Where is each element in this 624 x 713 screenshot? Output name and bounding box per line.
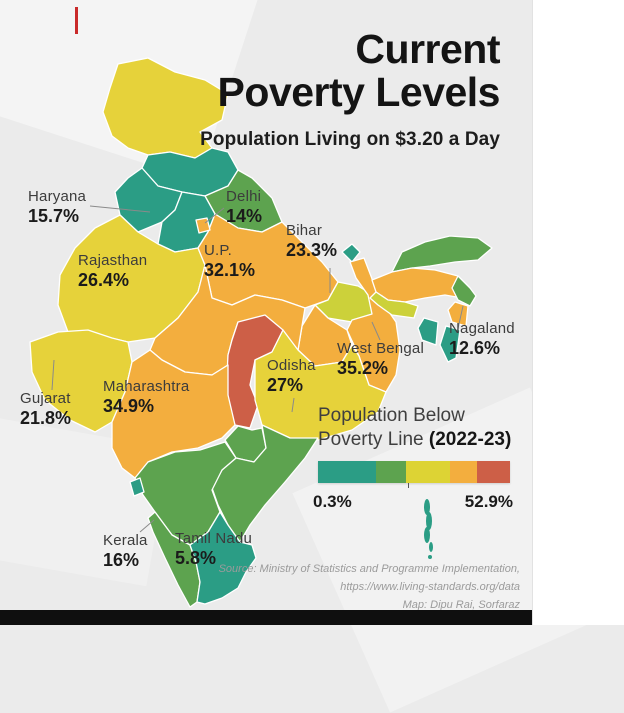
state-name: Kerala — [103, 532, 148, 549]
region-nagaland — [451, 275, 477, 307]
legend-range: 0.3% 52.9% — [313, 492, 513, 512]
state-value: 21.8% — [20, 407, 72, 428]
state-value: 14% — [226, 205, 263, 226]
state-label-gujarat: Gujarat 21.8% — [20, 390, 71, 429]
state-name: Odisha — [267, 357, 316, 374]
bottom-black-bar — [0, 610, 532, 625]
state-value: 12.6% — [449, 337, 501, 358]
state-label-delhi: Delhi 14% — [226, 188, 262, 227]
state-label-maharashtra: Maharashtra 34.9% — [103, 378, 189, 417]
region-sikkim — [341, 243, 361, 263]
state-label-rajasthan: Rajasthan 26.4% — [78, 252, 147, 291]
legend-tick — [408, 482, 409, 488]
legend-max-value: 52.9% — [464, 491, 513, 511]
state-name: Rajasthan — [78, 252, 148, 269]
legend: Population Below Poverty Line (2022-23) … — [313, 404, 518, 512]
state-name: Delhi — [226, 188, 262, 205]
legend-segment — [318, 460, 376, 483]
region-kerala — [147, 511, 201, 608]
state-value: 16% — [103, 549, 140, 570]
india-choropleth-map — [29, 57, 493, 608]
region-meghalaya — [369, 291, 419, 319]
state-value: 32.1% — [204, 259, 256, 280]
state-label-bihar: Bihar 23.3% — [286, 222, 337, 261]
leader-lines — [51, 205, 464, 533]
source-line2: https://www.living-standards.org/data — [340, 581, 520, 594]
state-name: West Bengal — [337, 340, 424, 357]
state-name: Haryana — [28, 188, 87, 205]
region-punjab — [114, 167, 183, 233]
page-title-line1: Current — [355, 26, 500, 72]
legend-min-value: 0.3% — [313, 491, 352, 511]
region-goa — [129, 477, 145, 497]
state-name: Nagaland — [449, 320, 515, 337]
state-label-nagaland: Nagaland 12.6% — [449, 320, 515, 359]
page-title-line2: Poverty Levels — [217, 68, 501, 115]
state-value: 34.9% — [103, 395, 155, 416]
state-name: U.P. — [204, 242, 233, 259]
source-line1: Source: Ministry of Statistics and Progr… — [218, 563, 520, 575]
region-andaman-islands — [424, 499, 433, 559]
state-value: 26.4% — [78, 269, 130, 290]
legend-segment — [450, 460, 478, 483]
title-block: Current Poverty Levels Population Living… — [200, 28, 500, 151]
state-label-odisha: Odisha 27% — [267, 357, 316, 396]
legend-title-line2: Poverty Line — [318, 428, 429, 450]
legend-title-year: (2022-23) — [428, 428, 512, 450]
region-maharashtra — [111, 349, 236, 479]
right-margin — [532, 0, 624, 625]
region-odisha — [254, 329, 387, 441]
region-arunachal — [391, 235, 493, 273]
state-value: 27% — [267, 374, 304, 395]
region-tamil-nadu — [189, 511, 257, 605]
state-name: Bihar — [286, 222, 323, 239]
legend-title: Population Below Poverty Line (2022-23) — [318, 404, 518, 452]
region-tripura — [417, 317, 439, 346]
state-label-up: U.P. 32.1% — [204, 242, 255, 281]
state-label-west-bengal: West Bengal 35.2% — [337, 340, 424, 379]
page-subtitle: Population Living on $3.20 a Day — [200, 129, 500, 151]
state-name: Maharashtra — [103, 378, 190, 395]
state-name: Gujarat — [20, 390, 71, 407]
state-label-kerala: Kerala 16% — [103, 532, 148, 571]
source-credit: Source: Ministry of Statistics and Progr… — [219, 560, 520, 614]
source-line3: Map: Dipu Rai, Sorfaraz — [402, 599, 520, 612]
state-value: 15.7% — [28, 205, 80, 226]
legend-segment — [477, 460, 510, 483]
state-label-tamil-nadu: Tamil Nadu 5.8% — [175, 530, 252, 569]
red-tick-mark — [75, 7, 78, 34]
legend-color-scale — [318, 460, 510, 483]
legend-title-line1: Population Below — [318, 405, 465, 426]
state-name: Tamil Nadu — [175, 530, 253, 547]
legend-segment — [375, 460, 407, 483]
state-value: 23.3% — [286, 239, 338, 260]
state-value: 5.8% — [175, 547, 217, 568]
state-value: 35.2% — [337, 357, 389, 378]
state-label-haryana: Haryana 15.7% — [28, 188, 86, 227]
legend-segment — [406, 460, 451, 483]
